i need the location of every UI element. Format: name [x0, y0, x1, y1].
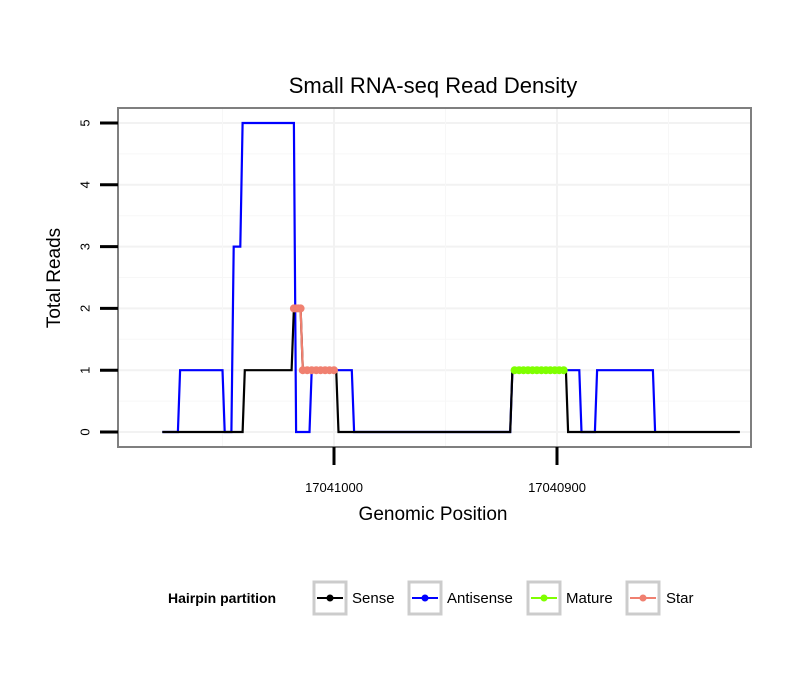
legend-key-point: [326, 594, 334, 602]
legend-item-star: Star: [625, 580, 694, 616]
series-layer: [162, 121, 740, 434]
legend-label: Sense: [352, 590, 395, 607]
data-point-mature: [559, 366, 568, 375]
legend-label: Star: [666, 590, 694, 607]
y-axis-title: Total Reads: [44, 228, 65, 328]
legend-title: Hairpin partition: [168, 590, 276, 606]
y-tick-label: 5: [77, 119, 92, 126]
y-tick-label: 4: [77, 181, 92, 188]
data-point-star: [330, 366, 338, 375]
y-tick-label: 1: [77, 367, 92, 374]
legend-label: Mature: [566, 590, 613, 607]
y-tick-label: 2: [77, 305, 92, 312]
legend-item-sense: Sense: [312, 580, 395, 616]
x-axis-title: Genomic Position: [359, 504, 508, 525]
legend-key-point: [421, 594, 429, 602]
y-tick-label: 0: [77, 428, 92, 435]
legend-key-point: [639, 594, 647, 602]
panel-border: [117, 107, 752, 448]
legend-item-antisense: Antisense: [407, 580, 513, 616]
legend-key-point: [540, 594, 548, 602]
chart-title: Small RNA-seq Read Density: [289, 73, 578, 98]
x-axis: 17041000 17040900: [305, 447, 586, 495]
x-tick-label: 17040900: [528, 480, 586, 495]
y-axis: 0 1 2 3 4 5: [77, 119, 118, 436]
x-tick-label: 17041000: [305, 480, 363, 495]
legend: Hairpin partition Sense Antisense Mature St…: [168, 580, 694, 616]
plot-panel: [117, 107, 752, 448]
legend-label: Antisense: [447, 590, 513, 607]
legend-item-mature: Mature: [526, 580, 613, 616]
y-tick-label: 3: [77, 243, 92, 250]
data-point-star: [296, 304, 305, 313]
